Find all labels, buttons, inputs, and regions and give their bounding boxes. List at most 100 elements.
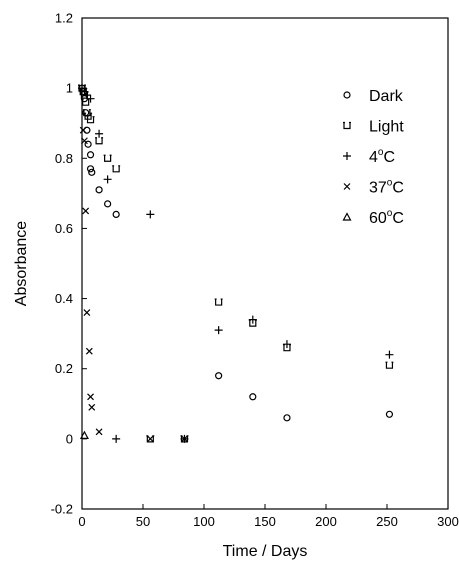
marker-plus bbox=[214, 326, 223, 335]
marker-circle bbox=[86, 165, 95, 173]
legend-marker bbox=[343, 121, 351, 130]
marker-x bbox=[95, 428, 103, 436]
data-point bbox=[103, 154, 112, 162]
data-point bbox=[248, 315, 257, 324]
marker-plus bbox=[282, 340, 291, 349]
marker-x bbox=[181, 435, 188, 443]
data-point bbox=[82, 91, 91, 100]
legend-entry: 4oC bbox=[343, 147, 395, 166]
data-point bbox=[95, 137, 104, 145]
data-point bbox=[88, 403, 96, 411]
data-point bbox=[385, 361, 394, 369]
legend-entry: Dark bbox=[343, 88, 404, 105]
marker-square bbox=[214, 298, 223, 306]
data-point bbox=[146, 210, 155, 219]
data-point bbox=[95, 186, 103, 194]
data-point bbox=[86, 94, 95, 103]
data-point bbox=[249, 393, 257, 401]
data-point bbox=[385, 350, 394, 359]
data-point bbox=[181, 435, 188, 443]
marker-circle bbox=[343, 91, 351, 99]
data-point bbox=[104, 200, 112, 208]
data-point bbox=[79, 126, 87, 134]
x-axis-label: Time / Days bbox=[223, 543, 308, 560]
marker-plus bbox=[385, 350, 394, 359]
y-tick-label: 0.8 bbox=[55, 151, 73, 166]
marker-x bbox=[82, 207, 90, 215]
marker-plus bbox=[103, 175, 112, 184]
data-points bbox=[78, 84, 394, 443]
y-axis-label: Absorbance bbox=[13, 221, 30, 306]
data-point bbox=[81, 137, 88, 145]
legend-label: 60oC bbox=[369, 208, 404, 227]
legend-label: Dark bbox=[369, 88, 404, 105]
marker-triangle bbox=[79, 430, 89, 439]
x-tick-label: 300 bbox=[437, 514, 459, 529]
marker-square bbox=[103, 154, 112, 162]
marker-x bbox=[146, 435, 154, 443]
data-point bbox=[87, 393, 94, 401]
legend-label: 4oC bbox=[369, 147, 395, 166]
data-point bbox=[282, 340, 291, 349]
ticks: 0 50 100 150 200 250 300 -0.2 0 0.2 0.4 0.6 0.8 1 1.2 bbox=[51, 11, 459, 530]
marker-square bbox=[81, 98, 90, 106]
data-point bbox=[214, 298, 223, 306]
data-point bbox=[103, 175, 112, 184]
marker-circle bbox=[104, 200, 112, 208]
marker-circle bbox=[249, 393, 257, 401]
series-triangle bbox=[79, 430, 89, 439]
data-point bbox=[214, 326, 223, 335]
x-tick-label: 150 bbox=[254, 514, 276, 529]
marker-x bbox=[79, 126, 87, 134]
data-point bbox=[86, 151, 95, 159]
marker-plus bbox=[343, 152, 351, 160]
marker-circle bbox=[215, 372, 223, 380]
data-point bbox=[215, 372, 223, 380]
series-square-open bbox=[78, 84, 394, 443]
data-point bbox=[146, 435, 154, 443]
data-point bbox=[85, 347, 93, 355]
marker-circle bbox=[385, 410, 394, 418]
marker-circle bbox=[84, 140, 92, 148]
marker-plus bbox=[82, 91, 91, 100]
y-tick-label: 0 bbox=[66, 431, 73, 446]
marker-circle bbox=[283, 414, 291, 422]
data-point bbox=[79, 430, 89, 439]
marker-square bbox=[82, 109, 91, 117]
marker-plus bbox=[146, 210, 155, 219]
marker-x bbox=[81, 137, 88, 145]
data-point bbox=[112, 434, 121, 443]
marker-plus bbox=[95, 129, 104, 138]
marker-x bbox=[85, 347, 93, 355]
series-circle bbox=[78, 84, 394, 422]
data-point bbox=[86, 165, 95, 173]
data-point bbox=[86, 116, 95, 124]
legend-entry: 37oC bbox=[343, 178, 404, 197]
marker-square bbox=[385, 361, 394, 369]
x-tick-label: 50 bbox=[136, 514, 150, 529]
marker-square bbox=[112, 165, 121, 173]
series-x bbox=[79, 126, 188, 443]
marker-circle bbox=[86, 151, 95, 159]
y-tick-label: 0.4 bbox=[55, 291, 73, 306]
data-point bbox=[283, 414, 291, 422]
marker-circle bbox=[112, 210, 120, 218]
legend-marker bbox=[342, 212, 352, 221]
marker-plus bbox=[86, 94, 95, 103]
x-tick-label: 0 bbox=[78, 514, 85, 529]
y-tick-label: -0.2 bbox=[51, 502, 73, 517]
marker-x bbox=[83, 309, 91, 317]
marker-circle bbox=[88, 168, 96, 176]
marker-plus bbox=[248, 315, 257, 324]
data-point bbox=[82, 109, 91, 117]
legend-label: 37oC bbox=[369, 178, 404, 197]
legend-marker bbox=[343, 91, 351, 99]
marker-x bbox=[87, 393, 94, 401]
data-point bbox=[112, 165, 121, 173]
data-point bbox=[82, 207, 90, 215]
y-tick-label: 1 bbox=[66, 81, 73, 96]
legend-entry: Light bbox=[343, 119, 404, 136]
data-point bbox=[95, 428, 103, 436]
data-point bbox=[112, 210, 120, 218]
